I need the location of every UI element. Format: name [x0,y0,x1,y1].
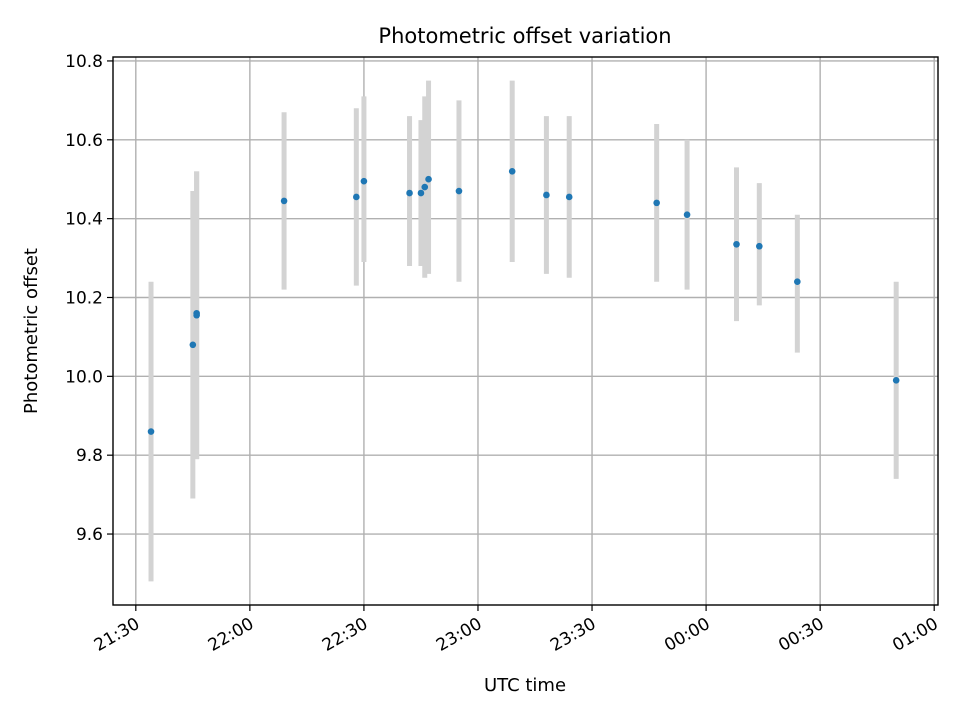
data-point [189,341,197,349]
y-tick-label: 10.4 [65,210,103,230]
data-point [683,211,691,218]
x-tick-label: 22:00 [205,614,257,656]
y-tick-label: 10.8 [65,52,103,72]
grid-layer [113,57,938,605]
y-tick-label: 9.8 [76,446,103,466]
data-point [406,189,413,197]
x-tick-label: 01:00 [889,614,941,656]
data-point [421,183,429,191]
x-tick-label: 23:00 [433,614,485,656]
x-tick-label: 00:30 [775,614,827,656]
x-axis-label: UTC time [484,675,566,696]
data-point [508,168,516,175]
data-point [733,240,740,248]
data-point [193,311,200,319]
x-tick-label: 23:30 [547,614,599,656]
data-point [892,376,900,384]
y-tick-label: 9.6 [76,525,103,545]
errorbar-layer [148,80,899,582]
data-point [417,189,425,197]
point-layer [147,168,900,435]
data-point [565,193,573,201]
data-point [147,428,155,435]
y-tick-label: 10.6 [65,131,103,151]
chart-title: Photometric offset variation [378,24,671,48]
data-point [756,242,763,250]
data-point [360,177,368,185]
data-point [425,175,432,183]
x-tick-label: 22:30 [319,614,371,656]
data-point [455,187,463,195]
data-point [653,199,660,207]
plot-frame [112,56,939,606]
y-axis-label: Photometric offset [21,248,42,414]
data-point [543,191,550,199]
data-point [280,197,288,205]
data-point [794,278,801,286]
x-tick-label: 21:30 [91,614,143,656]
y-tick-label: 10.2 [65,288,103,308]
x-tick-label: 00:00 [661,614,713,656]
y-tick-label: 10.0 [65,367,103,387]
data-point [353,193,360,201]
